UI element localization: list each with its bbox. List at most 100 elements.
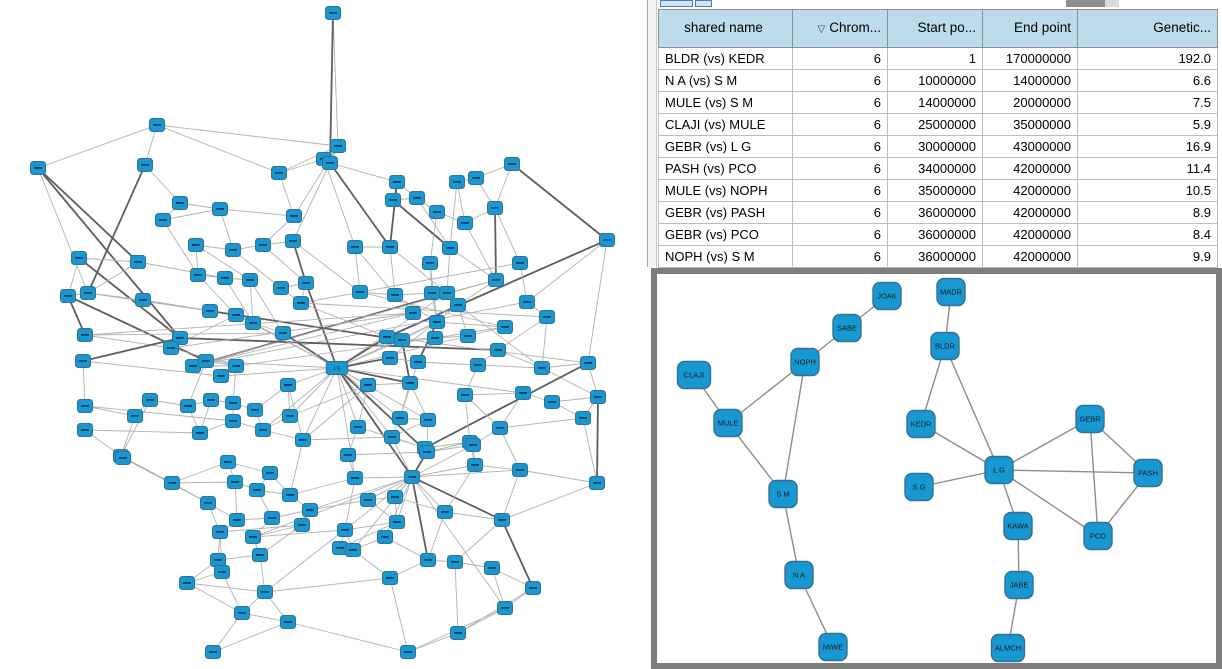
network-node[interactable] xyxy=(164,476,180,490)
network-node[interactable] xyxy=(220,455,236,469)
network-node[interactable] xyxy=(488,273,504,287)
network-node[interactable] xyxy=(345,543,361,557)
network-node[interactable] xyxy=(519,295,535,309)
network-node[interactable] xyxy=(234,606,250,620)
network-node[interactable]: L G xyxy=(325,361,349,375)
network-node[interactable] xyxy=(419,445,435,459)
table-row[interactable]: N A (vs) S M 6 10000000 14000000 6.6 xyxy=(658,69,1218,92)
network-node[interactable] xyxy=(80,286,96,300)
table-row[interactable]: BLDR (vs) KEDR 6 1 170000000 192.0 xyxy=(658,47,1218,70)
network-node[interactable] xyxy=(179,576,195,590)
network-node[interactable] xyxy=(77,423,93,437)
network-node[interactable]: S G xyxy=(904,472,934,502)
network-node[interactable]: N A xyxy=(784,560,814,590)
main-network-panel[interactable]: L G xyxy=(0,0,648,669)
network-node[interactable] xyxy=(504,157,520,171)
scrollbar-track-fragment[interactable] xyxy=(1105,0,1119,7)
network-node[interactable] xyxy=(275,326,291,340)
network-node[interactable] xyxy=(225,396,241,410)
network-node[interactable] xyxy=(497,320,513,334)
panel-divider[interactable] xyxy=(647,0,657,267)
network-node[interactable] xyxy=(282,409,298,423)
network-node[interactable] xyxy=(450,298,466,312)
network-node[interactable] xyxy=(298,276,314,290)
network-node[interactable] xyxy=(410,355,426,369)
network-node[interactable] xyxy=(429,205,445,219)
network-node[interactable] xyxy=(172,196,188,210)
network-node[interactable] xyxy=(280,615,296,629)
network-node[interactable] xyxy=(71,251,87,265)
column-header-chromosome[interactable]: ▽ Chrom... xyxy=(792,9,888,48)
network-node[interactable] xyxy=(382,240,398,254)
network-node[interactable] xyxy=(60,289,76,303)
table-row[interactable]: NOPH (vs) S M 6 36000000 42000000 9.9 xyxy=(658,245,1218,268)
network-node[interactable] xyxy=(203,393,219,407)
network-node[interactable] xyxy=(437,505,453,519)
network-node[interactable]: PCO xyxy=(1083,521,1113,551)
network-node[interactable] xyxy=(352,285,368,299)
network-node[interactable]: MULE xyxy=(713,408,743,438)
main-network-canvas[interactable]: L G xyxy=(0,0,648,669)
network-node[interactable] xyxy=(409,191,425,205)
network-node[interactable] xyxy=(330,139,346,153)
network-node[interactable] xyxy=(190,268,206,282)
network-node[interactable] xyxy=(77,328,93,342)
network-node[interactable] xyxy=(282,488,298,502)
network-node[interactable] xyxy=(295,433,311,447)
network-node[interactable] xyxy=(280,378,296,392)
network-node[interactable] xyxy=(137,158,153,172)
network-node[interactable] xyxy=(422,256,438,270)
network-node[interactable] xyxy=(322,156,338,170)
network-node[interactable] xyxy=(389,515,405,529)
network-node[interactable] xyxy=(210,553,226,567)
network-node[interactable] xyxy=(404,470,420,484)
network-node[interactable] xyxy=(427,331,443,345)
network-node[interactable] xyxy=(257,585,273,599)
network-node[interactable] xyxy=(347,471,363,485)
table-row[interactable]: GEBR (vs) PCO 6 36000000 42000000 8.4 xyxy=(658,223,1218,246)
network-node[interactable] xyxy=(340,448,356,462)
network-node[interactable] xyxy=(163,341,179,355)
column-header-start-position[interactable]: Start po... xyxy=(887,9,983,48)
network-node[interactable] xyxy=(590,390,606,404)
network-node[interactable] xyxy=(468,171,484,185)
network-node[interactable] xyxy=(350,420,366,434)
network-node[interactable] xyxy=(127,409,143,423)
network-node[interactable] xyxy=(135,293,151,307)
network-node[interactable] xyxy=(229,513,245,527)
network-node[interactable] xyxy=(155,213,171,227)
network-node[interactable] xyxy=(405,306,421,320)
network-node[interactable] xyxy=(217,271,233,285)
network-node[interactable] xyxy=(599,233,615,247)
network-node[interactable] xyxy=(580,356,596,370)
network-node[interactable] xyxy=(467,458,483,472)
network-node[interactable] xyxy=(30,161,46,175)
network-node[interactable] xyxy=(420,413,436,427)
network-node[interactable] xyxy=(449,175,465,189)
table-row[interactable]: GEBR (vs) L G 6 30000000 43000000 16.9 xyxy=(658,135,1218,158)
network-node[interactable] xyxy=(347,240,363,254)
network-node[interactable] xyxy=(245,316,261,330)
network-node[interactable]: GEBR xyxy=(1075,404,1105,434)
network-node[interactable] xyxy=(271,166,287,180)
network-node[interactable] xyxy=(249,483,265,497)
network-node[interactable]: MADR xyxy=(936,277,966,307)
network-node[interactable]: S M xyxy=(768,479,798,509)
network-node[interactable] xyxy=(497,601,513,615)
network-node[interactable] xyxy=(77,399,93,413)
network-node[interactable] xyxy=(228,308,244,322)
network-node[interactable] xyxy=(387,288,403,302)
network-node[interactable] xyxy=(394,333,410,347)
tab-fragment-left[interactable] xyxy=(660,0,693,7)
network-node[interactable] xyxy=(589,476,605,490)
network-node[interactable] xyxy=(360,378,376,392)
network-node[interactable] xyxy=(325,6,341,20)
column-header-end-point[interactable]: End point xyxy=(982,9,1078,48)
network-node[interactable]: CLAJI xyxy=(676,360,712,390)
network-node[interactable] xyxy=(382,351,398,365)
network-node[interactable] xyxy=(264,511,280,525)
network-node[interactable] xyxy=(389,175,405,189)
network-node[interactable]: KAWA xyxy=(1003,511,1033,541)
network-node[interactable] xyxy=(227,475,243,489)
network-node[interactable] xyxy=(457,388,473,402)
